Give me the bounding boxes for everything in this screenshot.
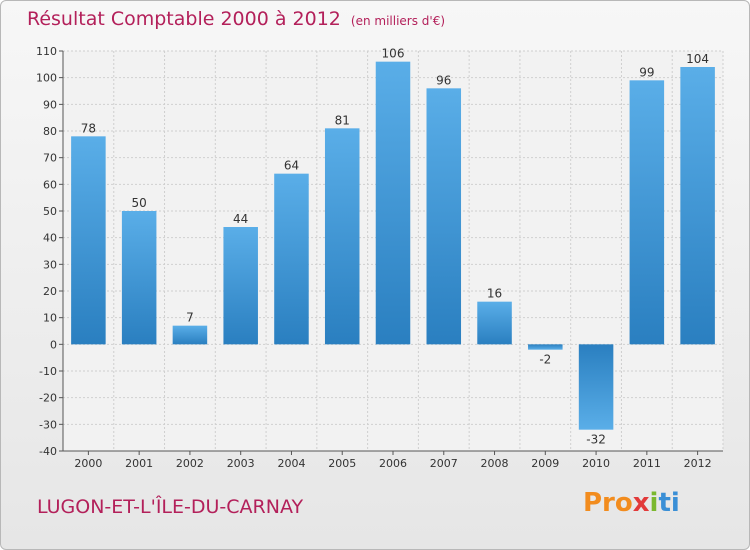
bar-2000[interactable] [71,136,106,345]
axes: -40 -30 -20 -10 0 10 20 30 40 50 60 70 80 90 100 110 200… [36,45,723,470]
data-label-2001: 50 [132,196,147,210]
y-tick-label: 0 [50,338,57,351]
x-tick-label: 2004 [277,457,305,470]
x-tick-label: 2002 [176,457,204,470]
x-tick-label: 2006 [379,457,407,470]
data-label-2000: 78 [81,121,96,135]
y-tick-label: 70 [43,152,57,165]
bar-2002[interactable] [172,325,208,345]
x-tick-label: 2003 [227,457,255,470]
data-label-2012: 104 [686,52,709,66]
logo-part-4: ti [658,488,680,518]
bar-2008[interactable] [477,301,512,345]
x-tick-label: 2010 [582,457,610,470]
data-label-2003: 44 [233,212,248,226]
data-label-2010: -32 [586,433,606,447]
data-label-2004: 64 [284,159,299,173]
x-tick-label: 2007 [430,457,458,470]
bar-2007[interactable] [426,88,462,345]
chart-title-block: Résultat Comptable 2000 à 2012 (en millie… [27,8,445,30]
data-label-2002: 7 [186,311,194,325]
y-tick-label: 10 [43,312,57,325]
bar-2012[interactable] [680,67,715,345]
y-tick-label: -10 [39,365,57,378]
chart-subtitle: (en milliers d'€) [350,14,446,28]
y-tick-label: 50 [43,205,57,218]
bar-2001[interactable] [121,211,157,345]
y-tick-label: -20 [39,392,57,405]
y-tick-label: 100 [36,72,57,85]
bar-2010[interactable] [578,344,614,430]
bar-2009[interactable] [528,344,563,350]
logo-part-2: x [632,488,650,518]
data-label-2011: 99 [639,65,654,79]
commune-name: LUGON-ET-L'ÎLE-DU-CARNAY [37,496,304,518]
data-label-2007: 96 [436,73,451,87]
y-tick-label: 30 [43,258,57,271]
y-tick-label: 90 [43,98,57,111]
proxiti-logo[interactable]: Proxiti [583,488,680,518]
data-label-2009: -2 [539,353,551,367]
x-tick-label: 2011 [633,457,661,470]
data-labels: 78 50 7 44 64 81 106 96 16 -2 -32 99 104 [81,47,709,447]
data-label-2005: 81 [335,113,350,127]
x-tick-label: 2008 [481,457,509,470]
y-tick-label: 80 [43,125,57,138]
x-tick-label: 2012 [684,457,712,470]
bar-2003[interactable] [223,227,258,345]
y-tick-label: 60 [43,178,57,191]
data-label-2008: 16 [487,287,502,301]
logo-part-3: i [649,488,659,518]
bar-2004[interactable] [274,173,309,345]
chart-title: Résultat Comptable 2000 à 2012 [27,8,341,30]
x-tick-label: 2009 [531,457,559,470]
y-tick-label: -40 [39,445,57,458]
bar-2011[interactable] [629,80,665,345]
logo-part-1: Pro [583,488,633,518]
y-tick-label: 40 [43,232,57,245]
x-tick-label: 2005 [328,457,356,470]
y-tick-label: 110 [36,45,57,58]
data-label-2006: 106 [382,47,405,61]
y-tick-label: 20 [43,285,57,298]
x-tick-label: 2000 [74,457,102,470]
x-tick-label: 2001 [125,457,153,470]
y-tick-label: -30 [39,418,57,431]
bar-2005[interactable] [324,128,360,345]
bar-2006[interactable] [375,61,411,345]
bars [71,61,715,430]
